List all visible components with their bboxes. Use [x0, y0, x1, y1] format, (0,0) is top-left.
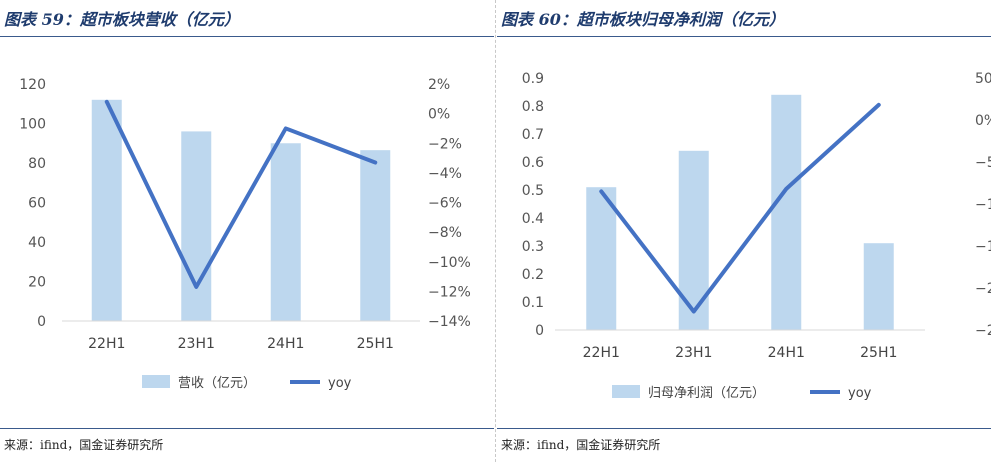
right-axis-tick-label: −14% — [428, 314, 471, 330]
category-label: 23H1 — [675, 345, 712, 361]
right-axis-tick-label: 50% — [975, 71, 991, 87]
left-axis-tick-label: 80 — [28, 156, 46, 172]
category-label: 25H1 — [860, 345, 897, 361]
profit-chart: 0 0.1 0.2 0.3 0.4 0.5 0.6 0.7 0.8 0.9 −250% −200% −1… — [522, 71, 991, 401]
right-axis-tick-label: −6% — [428, 196, 462, 212]
panel-divider — [495, 0, 496, 462]
left-axis-tick-label: 0.9 — [522, 71, 544, 87]
revenue-chart: 0 20 40 60 80 100 120 −14% −12% −10% −8% −6% −4% −2% 0… — [19, 77, 471, 391]
left-axis-tick-label: 0.6 — [522, 155, 544, 171]
bar — [678, 150, 709, 330]
right-axis-tick-label: −8% — [428, 225, 462, 241]
right-axis-tick-label: −200% — [975, 281, 991, 297]
source-note: 来源：ifind，国金证券研究所 — [501, 438, 661, 452]
title-rule — [497, 36, 991, 37]
chart-title: 图表 60：超市板块归母净利润（亿元） — [501, 10, 785, 29]
right-axis-tick-label: −2% — [428, 136, 462, 152]
category-label: 25H1 — [357, 336, 394, 352]
bar — [863, 243, 894, 330]
left-axis-tick-label: 100 — [19, 117, 46, 133]
source-rule — [497, 428, 991, 429]
legend-label-bar: 营收（亿元） — [178, 376, 256, 391]
left-axis-tick-label: 60 — [28, 196, 46, 212]
left-axis-tick-label: 0.4 — [522, 211, 544, 227]
yoy-line — [104, 99, 378, 289]
category-label: 23H1 — [178, 336, 215, 352]
bar — [586, 187, 617, 330]
bar — [360, 150, 391, 321]
right-axis-tick-label: 2% — [428, 77, 450, 93]
chart-panel-profit: 图表 60：超市板块归母净利润（亿元） 0 0.1 0.2 0.3 0.4 0.5 0.6 0… — [497, 0, 991, 462]
legend-label-line: yoy — [328, 376, 352, 391]
right-axis-tick-label: −50% — [975, 155, 991, 171]
left-axis-tick-label: 20 — [28, 275, 46, 291]
legend-label-line: yoy — [848, 386, 872, 401]
legend-swatch-bar — [142, 375, 170, 388]
right-axis-tick-label: −150% — [975, 239, 991, 255]
left-axis-tick-label: 0 — [37, 314, 46, 330]
left-axis-tick-label: 0.8 — [522, 99, 544, 115]
right-axis-tick-label: −4% — [428, 166, 462, 182]
right-axis-tick-label: −100% — [975, 197, 991, 213]
left-axis-tick-label: 120 — [19, 77, 46, 93]
legend-swatch-bar — [612, 385, 640, 398]
category-label: 24H1 — [267, 336, 304, 352]
bar — [771, 94, 802, 330]
category-label: 22H1 — [583, 345, 620, 361]
legend-label-bar: 归母净利润（亿元） — [648, 386, 765, 401]
left-axis-tick-label: 40 — [28, 235, 46, 251]
left-axis-tick-label: 0 — [535, 323, 544, 339]
right-axis-tick-label: 0% — [975, 113, 991, 129]
title-rule — [0, 36, 494, 37]
bar — [91, 99, 122, 321]
left-axis-tick-label: 0.7 — [522, 127, 544, 143]
bar — [270, 143, 301, 321]
yoy-line — [599, 102, 881, 314]
left-axis-tick-label: 0.2 — [522, 267, 544, 283]
chart-panel-revenue: 图表 59：超市板块营收（亿元） 0 20 40 60 80 100 120 −14% −12%… — [0, 0, 494, 462]
bar — [181, 131, 212, 321]
right-axis-tick-label: −250% — [975, 323, 991, 339]
right-axis-tick-label: −12% — [428, 284, 471, 300]
left-axis-tick-label: 0.3 — [522, 239, 544, 255]
left-axis-tick-label: 0.1 — [522, 295, 544, 311]
source-rule — [0, 428, 494, 429]
right-axis-tick-label: −10% — [428, 255, 471, 271]
right-axis-tick-label: 0% — [428, 107, 450, 123]
category-label: 22H1 — [88, 336, 125, 352]
source-note: 来源：ifind，国金证券研究所 — [4, 438, 164, 452]
chart-title: 图表 59：超市板块营收（亿元） — [4, 10, 240, 29]
category-label: 24H1 — [768, 345, 805, 361]
left-axis-tick-label: 0.5 — [522, 183, 544, 199]
